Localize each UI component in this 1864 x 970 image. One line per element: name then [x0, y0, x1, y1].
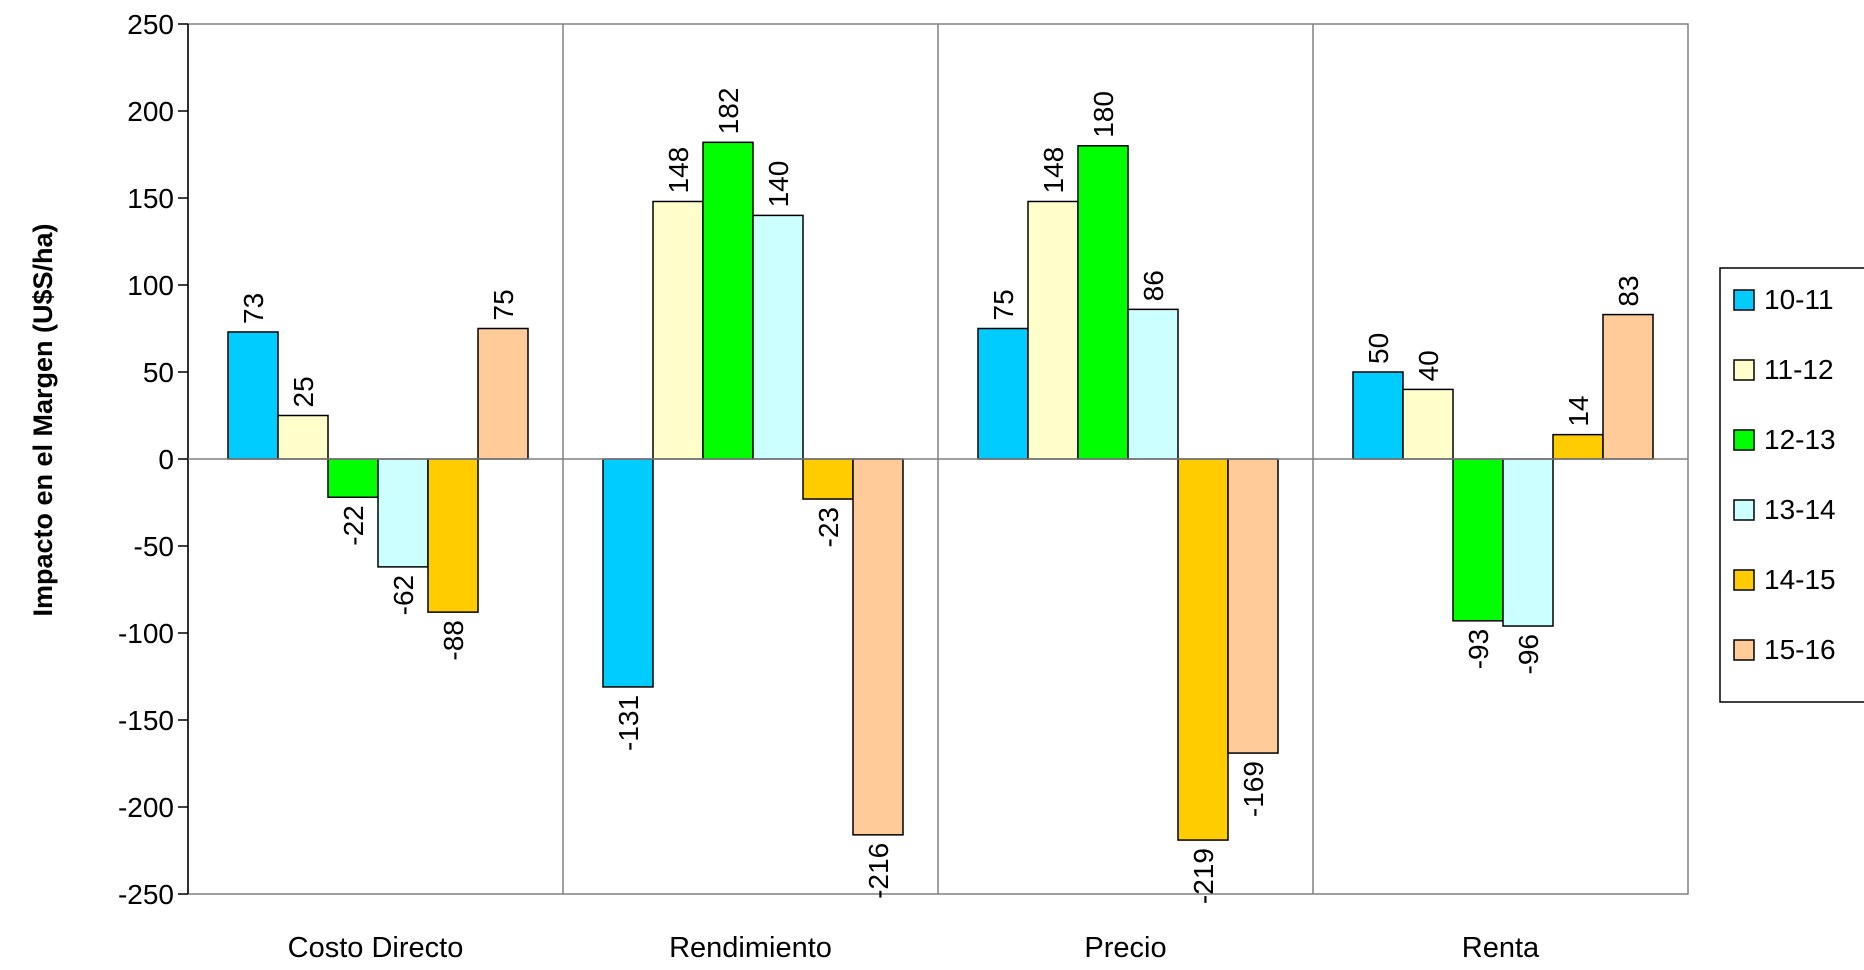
data-label: 75	[488, 289, 519, 320]
y-tick-label: -100	[118, 618, 174, 649]
data-label: 180	[1088, 91, 1119, 138]
data-label: 25	[288, 376, 319, 407]
bar-14-15	[427, 458, 479, 613]
data-label: -169	[1238, 761, 1269, 817]
data-label: -62	[388, 575, 419, 615]
y-tick-label: -250	[118, 879, 174, 910]
legend-label: 10-11	[1764, 284, 1834, 315]
bar-13-14	[377, 458, 429, 568]
data-label: -93	[1463, 629, 1494, 669]
legend-swatch	[1733, 289, 1755, 311]
data-label: 73	[238, 293, 269, 324]
legend-label: 14-15	[1764, 564, 1836, 595]
bar-11-12	[1027, 200, 1079, 460]
bar-12-13	[1452, 458, 1504, 622]
data-label: 75	[988, 289, 1019, 320]
x-category-label: Precio	[1084, 932, 1166, 964]
legend: 10-11 11-12 12-13 13-14 14-15 15-16	[1719, 267, 1864, 703]
bar-13-14	[1127, 308, 1179, 460]
legend-box	[1719, 267, 1864, 703]
data-label: 182	[713, 88, 744, 135]
data-label: 14	[1563, 395, 1594, 426]
data-label: 140	[763, 161, 794, 208]
legend-label: 12-13	[1764, 424, 1836, 455]
y-tick-label: -200	[118, 792, 174, 823]
data-label: 148	[663, 147, 694, 194]
bar-13-14	[752, 214, 804, 460]
bar-15-16	[1227, 458, 1279, 754]
x-category-label: Costo Directo	[288, 932, 464, 964]
bar-15-16	[477, 327, 529, 460]
data-label: 40	[1413, 350, 1444, 381]
y-tick-label: 150	[127, 183, 174, 214]
bar-15-16	[852, 458, 904, 836]
bar-11-12	[652, 200, 704, 460]
bar-11-12	[277, 414, 329, 460]
legend-swatch	[1733, 429, 1755, 451]
legend-swatch	[1733, 359, 1755, 381]
data-label: 83	[1613, 275, 1644, 306]
bar-14-15	[1177, 458, 1229, 841]
data-label: 50	[1363, 333, 1394, 364]
bar-14-15	[1552, 433, 1604, 460]
bar-12-13	[702, 141, 754, 460]
data-label: -219	[1188, 848, 1219, 904]
data-label: -88	[438, 620, 469, 660]
legend-swatch	[1733, 569, 1755, 591]
legend-label: 11-12	[1764, 354, 1834, 385]
data-label: -131	[613, 695, 644, 751]
legend-swatch	[1733, 639, 1755, 661]
bar-11-12	[1402, 388, 1454, 460]
y-tick-label: 50	[143, 357, 174, 388]
data-label: 86	[1138, 270, 1169, 301]
bar-10-11	[227, 331, 279, 460]
y-tick-label: -50	[134, 531, 174, 562]
bar-13-14	[1502, 458, 1554, 627]
y-tick-label: 200	[127, 96, 174, 127]
bar-10-11	[977, 327, 1029, 460]
data-label: 148	[1038, 147, 1069, 194]
data-label: -96	[1513, 634, 1544, 674]
bar-15-16	[1602, 313, 1654, 460]
data-label: -216	[863, 843, 894, 899]
bar-14-15	[802, 458, 854, 500]
y-tick-label: 0	[158, 444, 174, 475]
y-axis-label: Impacto en el Margen (U$S/ha)	[28, 223, 58, 616]
legend-label: 13-14	[1764, 494, 1836, 525]
y-tick-label: 100	[127, 270, 174, 301]
bar-12-13	[1077, 145, 1129, 460]
y-tick-label: -150	[118, 705, 174, 736]
legend-swatch	[1733, 499, 1755, 521]
plot-area: 250 200 150 100 50 0 -50 -100 -150 -200 -250 Costo …	[118, 9, 1689, 964]
legend-label: 15-16	[1764, 634, 1836, 665]
x-category-label: Rendimiento	[669, 932, 832, 964]
data-label: -23	[813, 507, 844, 547]
bar-10-11	[602, 458, 654, 688]
data-label: -22	[338, 505, 369, 545]
y-tick-label: 250	[127, 9, 174, 40]
bar-12-13	[327, 458, 379, 499]
x-category-label: Renta	[1462, 932, 1540, 964]
bar-10-11	[1352, 371, 1404, 460]
